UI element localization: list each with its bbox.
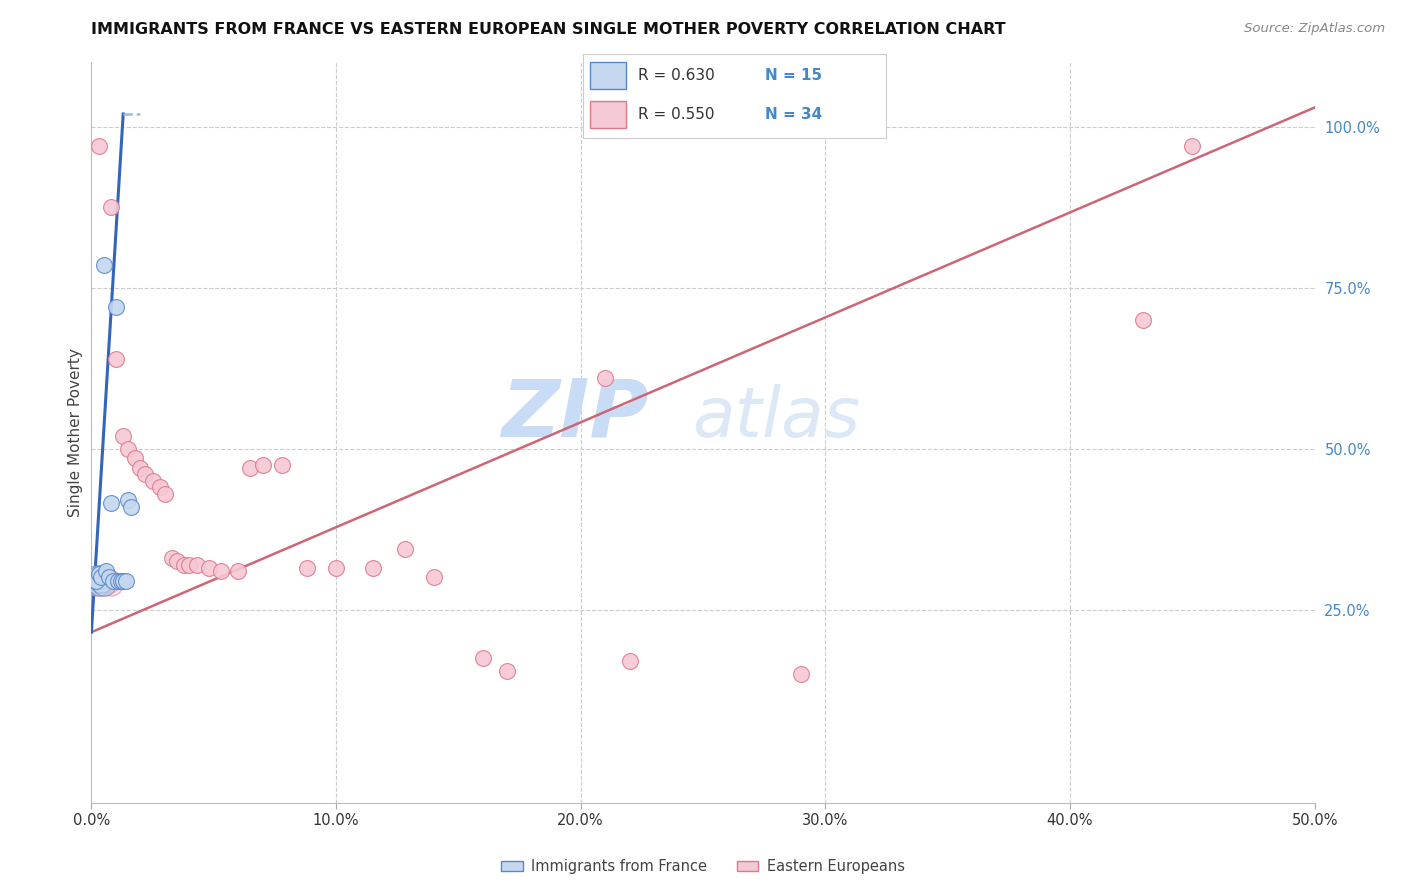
Point xyxy=(117,442,139,456)
Point xyxy=(94,564,117,578)
Point xyxy=(129,461,152,475)
Point xyxy=(84,574,107,588)
Point xyxy=(226,564,249,578)
Point xyxy=(471,651,494,665)
Point xyxy=(394,541,416,556)
Point xyxy=(295,561,318,575)
Point xyxy=(84,577,107,591)
Point xyxy=(141,474,163,488)
Point xyxy=(209,564,232,578)
Point xyxy=(593,371,616,385)
Point xyxy=(97,574,120,588)
Point xyxy=(134,467,156,482)
Point xyxy=(104,351,127,366)
Point xyxy=(117,493,139,508)
Point xyxy=(104,300,127,314)
Text: ZIP: ZIP xyxy=(501,376,648,453)
Point xyxy=(90,570,112,584)
Point xyxy=(160,551,183,566)
Point xyxy=(1181,139,1204,153)
Point xyxy=(186,558,208,572)
Point xyxy=(124,451,146,466)
Point xyxy=(110,574,132,588)
Point xyxy=(84,570,107,584)
Point xyxy=(120,500,142,514)
Point xyxy=(423,570,446,584)
Point xyxy=(84,574,107,588)
Text: R = 0.550: R = 0.550 xyxy=(638,107,714,122)
Point xyxy=(361,561,384,575)
Point xyxy=(252,458,274,472)
Bar xyxy=(589,62,626,89)
Point xyxy=(100,496,122,510)
Point xyxy=(1132,313,1154,327)
Point xyxy=(87,570,110,584)
Point xyxy=(619,654,641,668)
Text: IMMIGRANTS FROM FRANCE VS EASTERN EUROPEAN SINGLE MOTHER POVERTY CORRELATION CHA: IMMIGRANTS FROM FRANCE VS EASTERN EUROPE… xyxy=(91,22,1007,37)
Point xyxy=(97,570,120,584)
Point xyxy=(87,577,110,591)
Point xyxy=(90,574,112,588)
Point xyxy=(325,561,347,575)
Y-axis label: Single Mother Poverty: Single Mother Poverty xyxy=(67,348,83,517)
Point xyxy=(166,554,188,568)
Text: atlas: atlas xyxy=(692,384,860,451)
Text: Source: ZipAtlas.com: Source: ZipAtlas.com xyxy=(1244,22,1385,36)
Point xyxy=(87,570,110,584)
Point xyxy=(103,574,125,588)
Point xyxy=(271,458,294,472)
Point xyxy=(114,574,136,588)
Text: R = 0.630: R = 0.630 xyxy=(638,68,714,83)
Point xyxy=(93,258,115,272)
Point xyxy=(100,200,122,214)
Text: N = 34: N = 34 xyxy=(765,107,823,122)
Point xyxy=(107,574,129,588)
Point xyxy=(94,574,117,588)
Point xyxy=(87,139,110,153)
Point xyxy=(179,558,201,572)
Point xyxy=(93,577,115,591)
Point xyxy=(496,664,519,678)
Legend: Immigrants from France, Eastern Europeans: Immigrants from France, Eastern European… xyxy=(495,854,911,880)
Bar xyxy=(589,101,626,128)
Point xyxy=(153,487,176,501)
Point xyxy=(90,577,112,591)
Point xyxy=(83,574,105,588)
Text: N = 15: N = 15 xyxy=(765,68,823,83)
Point xyxy=(149,480,172,494)
Point xyxy=(100,577,122,591)
Point xyxy=(90,574,112,588)
Point xyxy=(93,570,115,584)
Point xyxy=(112,574,135,588)
Point xyxy=(239,461,262,475)
Point xyxy=(83,574,105,588)
Point xyxy=(87,574,110,588)
Point xyxy=(198,561,221,575)
Point xyxy=(87,567,110,582)
Point xyxy=(112,429,135,443)
Point xyxy=(173,558,195,572)
Point xyxy=(90,574,112,588)
Point xyxy=(93,577,115,591)
Point xyxy=(790,667,813,681)
